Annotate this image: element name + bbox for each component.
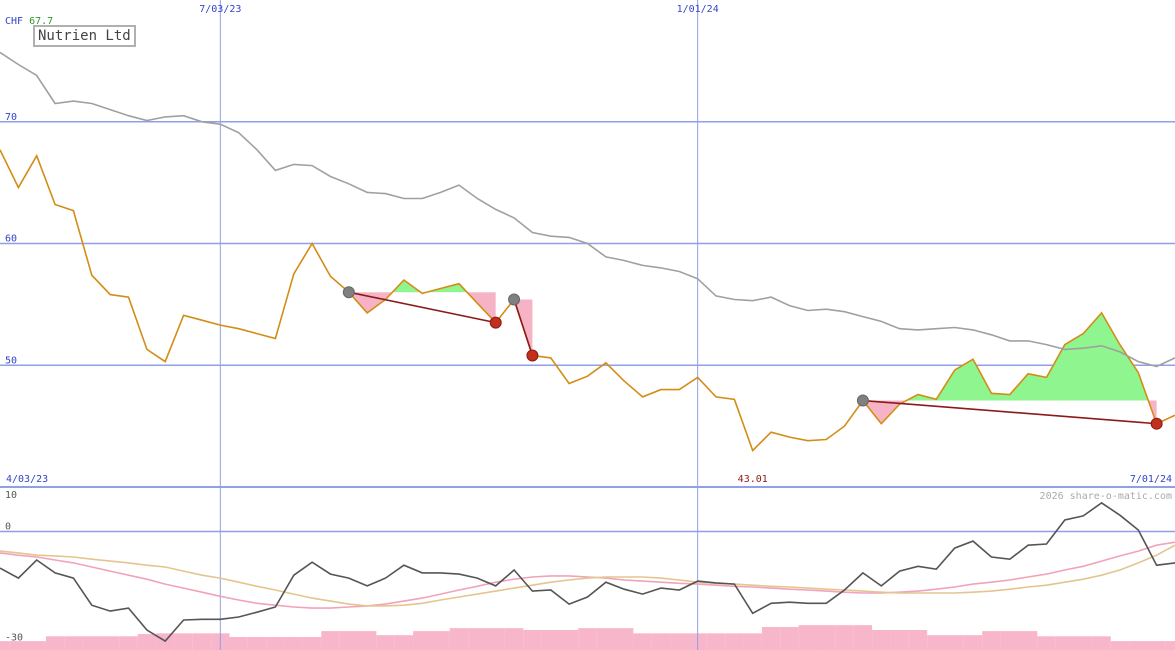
volume-bar bbox=[1000, 631, 1019, 650]
volume-bar bbox=[45, 636, 65, 650]
volume-bar bbox=[706, 633, 726, 650]
volume-bar bbox=[578, 628, 597, 650]
volume-bar bbox=[633, 633, 652, 650]
series-line bbox=[0, 541, 1175, 609]
x-tick-label: 7/01/24 bbox=[1130, 474, 1172, 485]
volume-bar bbox=[890, 629, 909, 650]
signal-line bbox=[348, 291, 496, 324]
volume-bar bbox=[670, 633, 689, 650]
volume-bar bbox=[192, 633, 212, 650]
volume-bar bbox=[927, 635, 946, 650]
volume-bar bbox=[761, 627, 781, 650]
volume-bar bbox=[1129, 641, 1148, 650]
volume-bar bbox=[137, 634, 157, 650]
volume-bar bbox=[27, 641, 46, 650]
y-tick-label: -30 bbox=[5, 633, 23, 644]
volume-bar bbox=[394, 635, 414, 650]
last-price: 67.7 bbox=[29, 16, 53, 27]
volume-bar bbox=[853, 625, 873, 650]
volume-bar bbox=[174, 633, 193, 650]
volume-bar bbox=[358, 631, 377, 650]
volume-bar bbox=[468, 628, 487, 650]
volume-bar bbox=[1037, 636, 1056, 650]
watermark: 2026 share-o-matic.com bbox=[1040, 491, 1172, 502]
volume-bar bbox=[247, 637, 267, 650]
volume-bar bbox=[0, 641, 10, 650]
volume-bar bbox=[743, 633, 762, 650]
volume-bar bbox=[1110, 641, 1130, 650]
volume-bar bbox=[431, 631, 450, 650]
signal-start bbox=[856, 394, 869, 407]
volume-bar bbox=[302, 637, 322, 650]
signal-area bbox=[348, 280, 496, 293]
series-line bbox=[0, 51, 1175, 368]
volume-bar bbox=[1092, 636, 1111, 650]
volume-bar bbox=[64, 636, 83, 650]
volume-bar bbox=[982, 631, 1001, 650]
series-line bbox=[0, 501, 1175, 643]
x-tick-label: 7/03/23 bbox=[199, 4, 241, 15]
volume-bar bbox=[596, 628, 616, 650]
signal-line bbox=[513, 299, 534, 356]
volume-bar bbox=[284, 637, 303, 650]
signal-end bbox=[489, 316, 502, 329]
volume-bar bbox=[1074, 636, 1093, 650]
volume-bar bbox=[780, 627, 799, 650]
volume-bar bbox=[339, 631, 359, 650]
volume-bar bbox=[229, 637, 248, 650]
volume-bar bbox=[1147, 641, 1166, 650]
volume-bar bbox=[908, 629, 928, 650]
signal-line bbox=[862, 399, 1157, 425]
volume-bar bbox=[615, 628, 634, 650]
volume-bar bbox=[9, 641, 28, 650]
y-tick-label: 0 bbox=[5, 521, 11, 532]
price-header: CHF 67.7 bbox=[5, 16, 53, 27]
y-tick-label: 50 bbox=[5, 355, 17, 366]
volume-bar bbox=[651, 633, 671, 650]
volume-bar bbox=[100, 636, 120, 650]
signal-area bbox=[862, 312, 1157, 401]
x-tick-label: 1/01/24 bbox=[677, 4, 719, 15]
volume-bar bbox=[798, 625, 817, 650]
volume-bar bbox=[725, 633, 744, 650]
volume-bar bbox=[1018, 631, 1038, 650]
signal-end bbox=[1150, 417, 1163, 430]
volume-bar bbox=[523, 629, 542, 650]
volume-bar bbox=[413, 631, 432, 650]
chart-title: Nutrien Ltd bbox=[33, 25, 136, 47]
y-tick-label: 10 bbox=[5, 490, 17, 501]
signal-end bbox=[526, 349, 539, 362]
signal-start bbox=[342, 286, 355, 299]
series-line bbox=[0, 544, 1175, 607]
volume-bar bbox=[816, 625, 836, 650]
volume-bar bbox=[963, 635, 983, 650]
volume-bar bbox=[321, 631, 340, 650]
volume-bar bbox=[835, 625, 854, 650]
volume-bar bbox=[119, 636, 138, 650]
volume-bar bbox=[559, 629, 579, 650]
volume-bar bbox=[266, 637, 285, 650]
x-tick-label: 4/03/23 bbox=[6, 474, 48, 485]
volume-bar bbox=[376, 635, 395, 650]
signal-start bbox=[508, 293, 521, 306]
currency: CHF bbox=[5, 16, 23, 27]
volume-bar bbox=[945, 635, 964, 650]
y-tick-label: 60 bbox=[5, 234, 17, 245]
volume-bar bbox=[449, 628, 469, 650]
volume-bar bbox=[1055, 636, 1075, 650]
min-label: 43.01 bbox=[738, 474, 768, 485]
volume-bar bbox=[486, 628, 505, 650]
y-tick-label: 70 bbox=[5, 112, 17, 123]
volume-bar bbox=[541, 629, 560, 650]
volume-bar bbox=[82, 636, 101, 650]
signal-area bbox=[348, 292, 496, 323]
volume-bar bbox=[872, 629, 891, 650]
volume-bar bbox=[1165, 641, 1175, 650]
series-line bbox=[0, 149, 1175, 452]
volume-bar bbox=[504, 628, 524, 650]
